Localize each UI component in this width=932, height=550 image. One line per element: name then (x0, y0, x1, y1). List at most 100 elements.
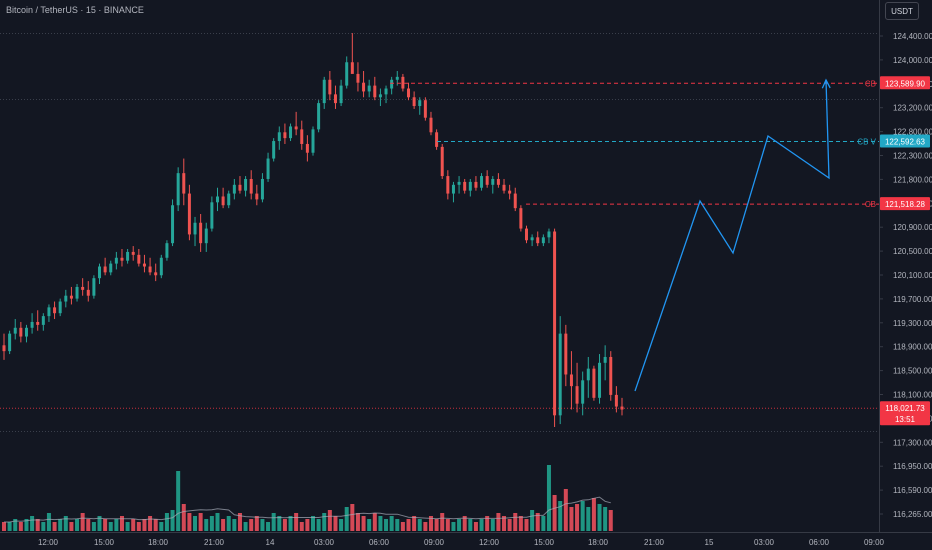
y-tick-label: 118,900.00 (893, 343, 932, 352)
volume-bar (249, 519, 254, 531)
candle-body (81, 286, 85, 290)
candle-body (159, 257, 163, 276)
y-tick-label: 116,950.00 (893, 462, 932, 471)
candle-body (126, 251, 130, 261)
volume-bar (226, 516, 231, 531)
x-tick-label: 18:00 (588, 538, 609, 547)
volume-bar (266, 522, 271, 531)
candle-body (249, 178, 253, 194)
candle-body (558, 333, 562, 416)
volume-bar (305, 519, 310, 531)
volume-bar (142, 519, 147, 531)
volume-bar (114, 519, 119, 531)
candle-body (176, 173, 180, 206)
candle-body (603, 356, 607, 363)
candle-body (350, 62, 354, 74)
candle-body (328, 79, 332, 95)
candle-body (519, 208, 523, 229)
candle-body (103, 266, 107, 273)
y-tick-label: 118,500.00 (893, 367, 932, 376)
volume-bar (530, 510, 535, 531)
volume-bar (339, 519, 344, 531)
x-tick-label: 21:00 (644, 538, 665, 547)
y-tick-label: 122,300.00 (893, 152, 932, 161)
volume-bar (541, 516, 546, 531)
time-axis[interactable]: 12:00 15:00 18:00 21:00 14 03:00 06:00 09:00 12:… (38, 538, 885, 547)
volume-bar (350, 504, 355, 531)
candles (2, 33, 624, 427)
volume-bar (41, 522, 46, 531)
volume-bar (468, 519, 473, 531)
candle-body (109, 263, 113, 273)
candle-body (322, 79, 326, 104)
volume-bar (136, 522, 141, 531)
candle-body (356, 73, 360, 83)
y-tick-label: 120,900.00 (893, 223, 932, 232)
candle-body (187, 193, 191, 235)
candle-body (524, 228, 528, 241)
candle-body (193, 222, 197, 235)
candle-body (423, 100, 427, 118)
candle-body (283, 132, 287, 139)
volume-bar (215, 513, 220, 531)
projection-line (634, 79, 830, 392)
volume-bar (80, 513, 85, 531)
candle-body (244, 178, 248, 191)
candle-body (131, 251, 135, 255)
volume-bar (204, 519, 209, 531)
volume-bar (400, 522, 405, 531)
volume-bar (457, 519, 462, 531)
candle-body (333, 94, 337, 104)
volume-bar (91, 522, 96, 531)
volume-bar (451, 522, 456, 531)
candle-body (367, 85, 371, 92)
volume-bar (333, 516, 338, 531)
currency-unit-button[interactable]: USDT (885, 2, 919, 20)
volume-bar (193, 516, 198, 531)
x-tick-label: 03:00 (754, 538, 775, 547)
candle-body (114, 257, 118, 264)
gridlines (0, 33, 879, 432)
level-label: CB V (857, 137, 876, 146)
candle-body (457, 181, 461, 185)
countdown-text: 13:51 (895, 415, 916, 424)
level-price-tag (880, 76, 930, 90)
candle-body (69, 295, 73, 299)
volume-bar (164, 513, 169, 531)
volume-bar (299, 522, 304, 531)
candle-body (407, 88, 411, 98)
y-tick-label: 120,500.00 (893, 247, 932, 256)
candle-body (553, 231, 557, 416)
candle-body (446, 176, 450, 194)
candle-body (221, 196, 225, 206)
y-tick-label: 117,300.00 (893, 438, 932, 447)
volume-bar (254, 516, 259, 531)
volume-bar (311, 516, 315, 531)
volume-bar (221, 519, 226, 531)
volume-bar (428, 516, 433, 531)
x-tick-label: 06:00 (369, 538, 390, 547)
candle-body (384, 88, 388, 95)
volume-bar (479, 519, 484, 531)
candle-body (255, 193, 259, 200)
candle-body (378, 94, 382, 98)
volume-bar (86, 519, 91, 531)
candle-body (8, 333, 12, 352)
candle-body (300, 129, 304, 144)
volume-bar (490, 519, 495, 531)
projection-arrow[interactable] (634, 78, 831, 392)
y-tick-label: 119,300.00 (893, 319, 932, 328)
x-tick-label: 18:00 (148, 538, 169, 547)
volume-bar (52, 522, 57, 531)
volume-bar (552, 495, 557, 531)
volume-bar (288, 516, 293, 531)
x-tick-label: 15:00 (534, 538, 555, 547)
candle-body (463, 181, 467, 191)
symbol-title[interactable]: Bitcoin / TetherUS · 15 · BINANCE (6, 5, 144, 15)
candle-body (289, 126, 293, 139)
candle-body (418, 100, 422, 107)
candle-body (496, 178, 500, 185)
y-tick-label: 122,800.00 (893, 128, 932, 137)
candle-body (13, 327, 17, 334)
